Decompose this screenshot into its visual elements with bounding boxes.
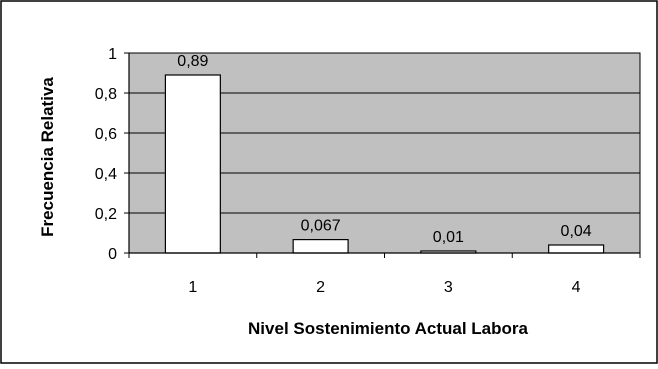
x-tick-label-3: 3 <box>444 279 453 296</box>
y-tick-label: 0,2 <box>95 206 117 223</box>
x-tick-label-1: 1 <box>188 279 197 296</box>
bars <box>164 74 605 254</box>
bar-4 <box>548 244 605 254</box>
y-tick-label: 0,4 <box>95 166 117 183</box>
data-label-2: 0,067 <box>301 218 341 235</box>
axes: 0 0,2 0,4 0,6 0,8 1 1 2 3 4 <box>95 46 641 296</box>
y-axis-title: Frecuencia Relativa <box>38 77 57 237</box>
bar-2 <box>292 239 349 254</box>
x-tick-label-4: 4 <box>572 279 581 296</box>
data-labels: 0,89 0,067 0,01 0,04 <box>177 53 591 246</box>
x-axis-title: Nivel Sostenimiento Actual Labora <box>248 319 528 338</box>
y-tick-label: 1 <box>108 46 117 63</box>
data-label-3: 0,01 <box>433 229 464 246</box>
y-tick-label: 0,8 <box>95 86 117 103</box>
y-tick-label: 0 <box>108 246 117 263</box>
data-label-4: 0,04 <box>561 223 592 240</box>
x-tick-label-2: 2 <box>316 279 325 296</box>
bar-1 <box>164 74 221 254</box>
data-label-1: 0,89 <box>177 53 208 70</box>
y-tick-label: 0,6 <box>95 126 117 143</box>
